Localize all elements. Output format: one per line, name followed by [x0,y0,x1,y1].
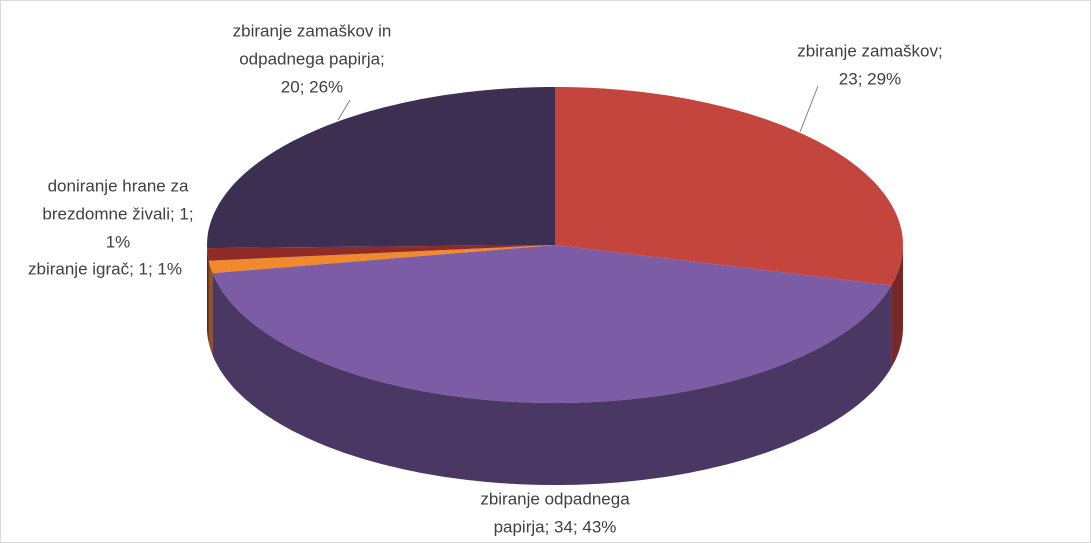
data-label: 23; 29% [839,69,901,88]
data-label: zbiranje igrač; 1; 1% [28,259,182,278]
pie-tops [207,87,903,403]
data-label: zbiranje zamaškov; [797,41,943,60]
data-label: brezdomne živali; 1; [42,204,193,223]
slice-side [891,245,903,368]
data-label: odpadnega papirja; [239,49,385,68]
slice-side-shade [212,273,892,485]
data-label: zbiranje zamaškov in [233,21,392,40]
slice-side [208,260,213,356]
leader-line [799,85,819,133]
slice [208,245,555,274]
slice [207,87,555,249]
slice-side [212,273,892,485]
slice [207,245,555,261]
pie-sides [207,245,903,485]
slice-side-shade [208,260,213,356]
slice [555,87,903,286]
slice-side [207,248,209,343]
labels: zbiranje zamaškov; 23; 29% zbiranje odpadn… [28,21,943,536]
data-label: 20; 26% [281,77,343,96]
data-label: doniranje hrane za [48,176,189,195]
data-label: zbiranje odpadnega [480,489,630,508]
data-label: papirja; 34; 43% [494,517,617,536]
slice-side-shade [891,245,903,368]
leader-line [337,99,351,121]
slice-side-shade [207,248,209,343]
slice [212,245,892,403]
data-label: 1% [106,232,131,251]
